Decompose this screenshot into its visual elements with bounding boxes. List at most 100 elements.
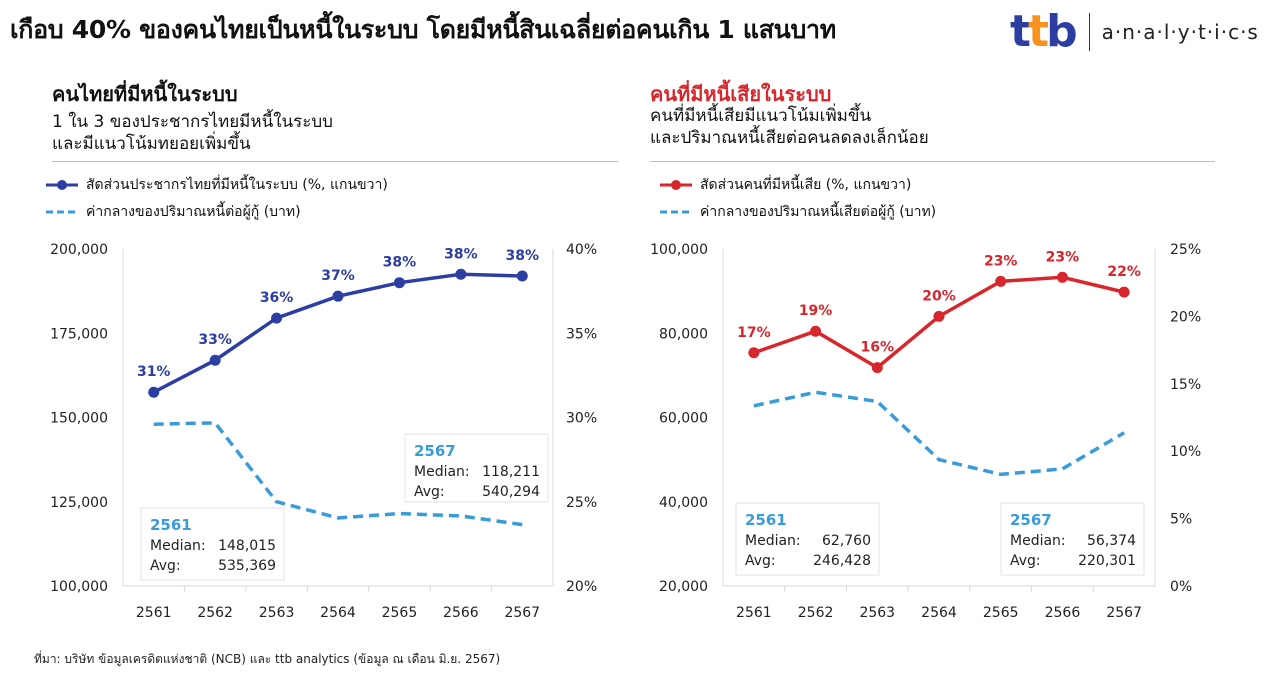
median-dashed-line	[153, 421, 523, 527]
left-legend: สัดส่วนประชากรไทยที่มีหนี้ในระบบ (%, แกน…	[44, 173, 388, 227]
share-data-label: 16%	[861, 340, 895, 356]
x-category-label: 2561	[736, 605, 772, 621]
x-category-label: 2564	[921, 605, 957, 621]
annotation-box-2561: 2561 Median: 62,760 Avg: 246,428	[735, 502, 880, 576]
left-axis-tick-label: 125,000	[50, 495, 108, 511]
legend-label-npl-share: สัดส่วนคนที่มีหนี้เสีย (%, แกนขวา)	[700, 177, 912, 193]
left-axis-tick-label: 80,000	[659, 326, 708, 342]
share-data-label: 36%	[260, 290, 294, 306]
left-axis-tick-label: 150,000	[50, 411, 108, 427]
share-data-point	[933, 310, 945, 322]
share-data-point	[455, 268, 467, 280]
share-data-label: 22%	[1107, 264, 1141, 280]
left-panel-title: คนไทยที่มีหนี้ในระบบ	[52, 82, 238, 106]
median-dashed-line	[753, 390, 1126, 477]
annotation-box-frame	[404, 433, 549, 503]
right-axis-tick-label: 5%	[1170, 512, 1192, 528]
share-data-point	[748, 347, 760, 359]
annotation-median-value: 118,211	[482, 464, 540, 480]
right-axis-tick-label: 25%	[1170, 242, 1201, 258]
solid-line-marker-icon	[46, 180, 78, 190]
annotation-box-frame	[735, 502, 880, 576]
dashed-line-icon	[46, 210, 78, 214]
annotation-box-2561: 2561 Median: 148,015 Avg: 535,369	[140, 507, 285, 581]
share-data-point	[1118, 286, 1130, 298]
annotation-avg-value: 220,301	[1078, 553, 1136, 569]
annotation-avg-label: Avg:	[150, 558, 181, 574]
legend-item-median-npl: ค่ากลางของปริมาณหนี้เสียต่อผู้กู้ (บาท)	[658, 200, 936, 224]
x-category-label: 2566	[443, 605, 479, 621]
x-category-label: 2565	[983, 605, 1019, 621]
share-data-point	[271, 312, 283, 324]
share-data-label: 38%	[506, 248, 540, 264]
debt-share-chart: 100,000 125,000 150,000 175,000 200,000 20% 25…	[50, 242, 597, 621]
legend-label-median-npl: ค่ากลางของปริมาณหนี้เสียต่อผู้กู้ (บาท)	[700, 204, 937, 220]
share-data-point	[209, 354, 221, 366]
share-data-label: 23%	[984, 253, 1018, 269]
right-axis-tick-label: 10%	[1170, 444, 1201, 460]
left-subtitle-line-2: และมีแนวโน้มทยอยเพิ่มขึ้น	[52, 134, 251, 154]
right-axis-tick-label: 20%	[566, 579, 597, 595]
annotation-avg-label: Avg:	[745, 553, 776, 569]
solid-line-marker-icon	[660, 180, 692, 190]
annotation-median-value: 62,760	[822, 533, 871, 549]
share-data-label: 38%	[444, 246, 478, 262]
annotation-box-frame	[1000, 502, 1145, 576]
x-category-label: 2567	[1106, 605, 1142, 621]
annotation-box-frame	[140, 507, 285, 581]
x-category-label: 2562	[197, 605, 233, 621]
source-note: ที่มา: บริษัท ข้อมูลเครดิตแห่งชาติ (NCB)…	[34, 652, 501, 666]
share-data-point	[871, 362, 883, 374]
legend-item-npl-share: สัดส่วนคนที่มีหนี้เสีย (%, แกนขวา)	[658, 173, 936, 197]
left-subtitle-line-1: 1 ใน 3 ของประชากรไทยมีหนี้ในระบบ	[52, 112, 333, 132]
analytics-logo-text: a·n·a·l·y·t·i·c·s	[1101, 20, 1259, 44]
x-category-label: 2566	[1045, 605, 1081, 621]
share-data-point	[332, 290, 344, 302]
right-axis-tick-label: 35%	[566, 326, 597, 342]
legend-item-median-debt: ค่ากลางของปริมาณหนี้ต่อผู้กู้ (บาท)	[44, 200, 388, 224]
left-axis-tick-label: 175,000	[50, 326, 108, 342]
left-panel-subtitle: 1 ใน 3 ของประชากรไทยมีหนี้ในระบบ และมีแน…	[52, 111, 333, 155]
x-category-label: 2565	[382, 605, 418, 621]
legend-label-median-debt: ค่ากลางของปริมาณหนี้ต่อผู้กู้ (บาท)	[86, 204, 301, 220]
dashed-line-icon	[660, 210, 692, 214]
right-axis-tick-label: 0%	[1170, 579, 1192, 595]
annotation-median-label: Median:	[1010, 533, 1066, 549]
share-data-label: 17%	[737, 325, 771, 341]
share-data-point	[516, 270, 528, 282]
left-panel-divider	[52, 161, 618, 162]
share-data-label: 19%	[799, 303, 833, 319]
annotation-avg-value: 540,294	[482, 484, 540, 500]
left-axis-tick-label: 60,000	[659, 411, 708, 427]
right-panel-subtitle: คนที่มีหนี้เสียมีแนวโน้มเพิ่มขึ้น และปริ…	[650, 105, 929, 149]
left-axis-tick-label: 100,000	[650, 242, 708, 258]
share-data-label: 38%	[383, 255, 417, 271]
x-category-label: 2563	[259, 605, 295, 621]
right-subtitle-line-1: คนที่มีหนี้เสียมีแนวโน้มเพิ่มขึ้น	[650, 106, 872, 126]
annotation-avg-label: Avg:	[414, 484, 445, 500]
ttb-logo-mark: ttb	[1010, 6, 1078, 57]
share-data-point	[393, 277, 405, 289]
right-axis-tick-label: 40%	[566, 242, 597, 258]
left-axis-tick-label: 20,000	[659, 579, 708, 595]
x-category-label: 2564	[320, 605, 356, 621]
right-legend: สัดส่วนคนที่มีหนี้เสีย (%, แกนขวา) ค่ากล…	[658, 173, 936, 227]
annotation-box-2567: 2567 Median: 118,211 Avg: 540,294	[404, 433, 549, 503]
annotation-avg-value: 246,428	[813, 553, 871, 569]
ttb-analytics-logo: ttb a·n·a·l·y·t·i·c·s	[1010, 8, 1259, 56]
right-axis-tick-label: 30%	[566, 411, 597, 427]
x-category-label: 2561	[136, 605, 172, 621]
share-data-label: 33%	[198, 332, 232, 348]
annotation-avg-value: 535,369	[218, 558, 276, 574]
right-panel-divider	[650, 161, 1215, 162]
left-axis-tick-label: 40,000	[659, 495, 708, 511]
right-axis-tick-label: 15%	[1170, 377, 1201, 393]
legend-item-debt-share: สัดส่วนประชากรไทยที่มีหนี้ในระบบ (%, แกน…	[44, 173, 388, 197]
annotation-median-label: Median:	[745, 533, 801, 549]
annotation-avg-label: Avg:	[1010, 553, 1041, 569]
annotation-median-label: Median:	[150, 538, 206, 554]
share-data-point	[1056, 271, 1068, 283]
x-category-label: 2563	[859, 605, 895, 621]
share-data-point	[995, 275, 1007, 287]
